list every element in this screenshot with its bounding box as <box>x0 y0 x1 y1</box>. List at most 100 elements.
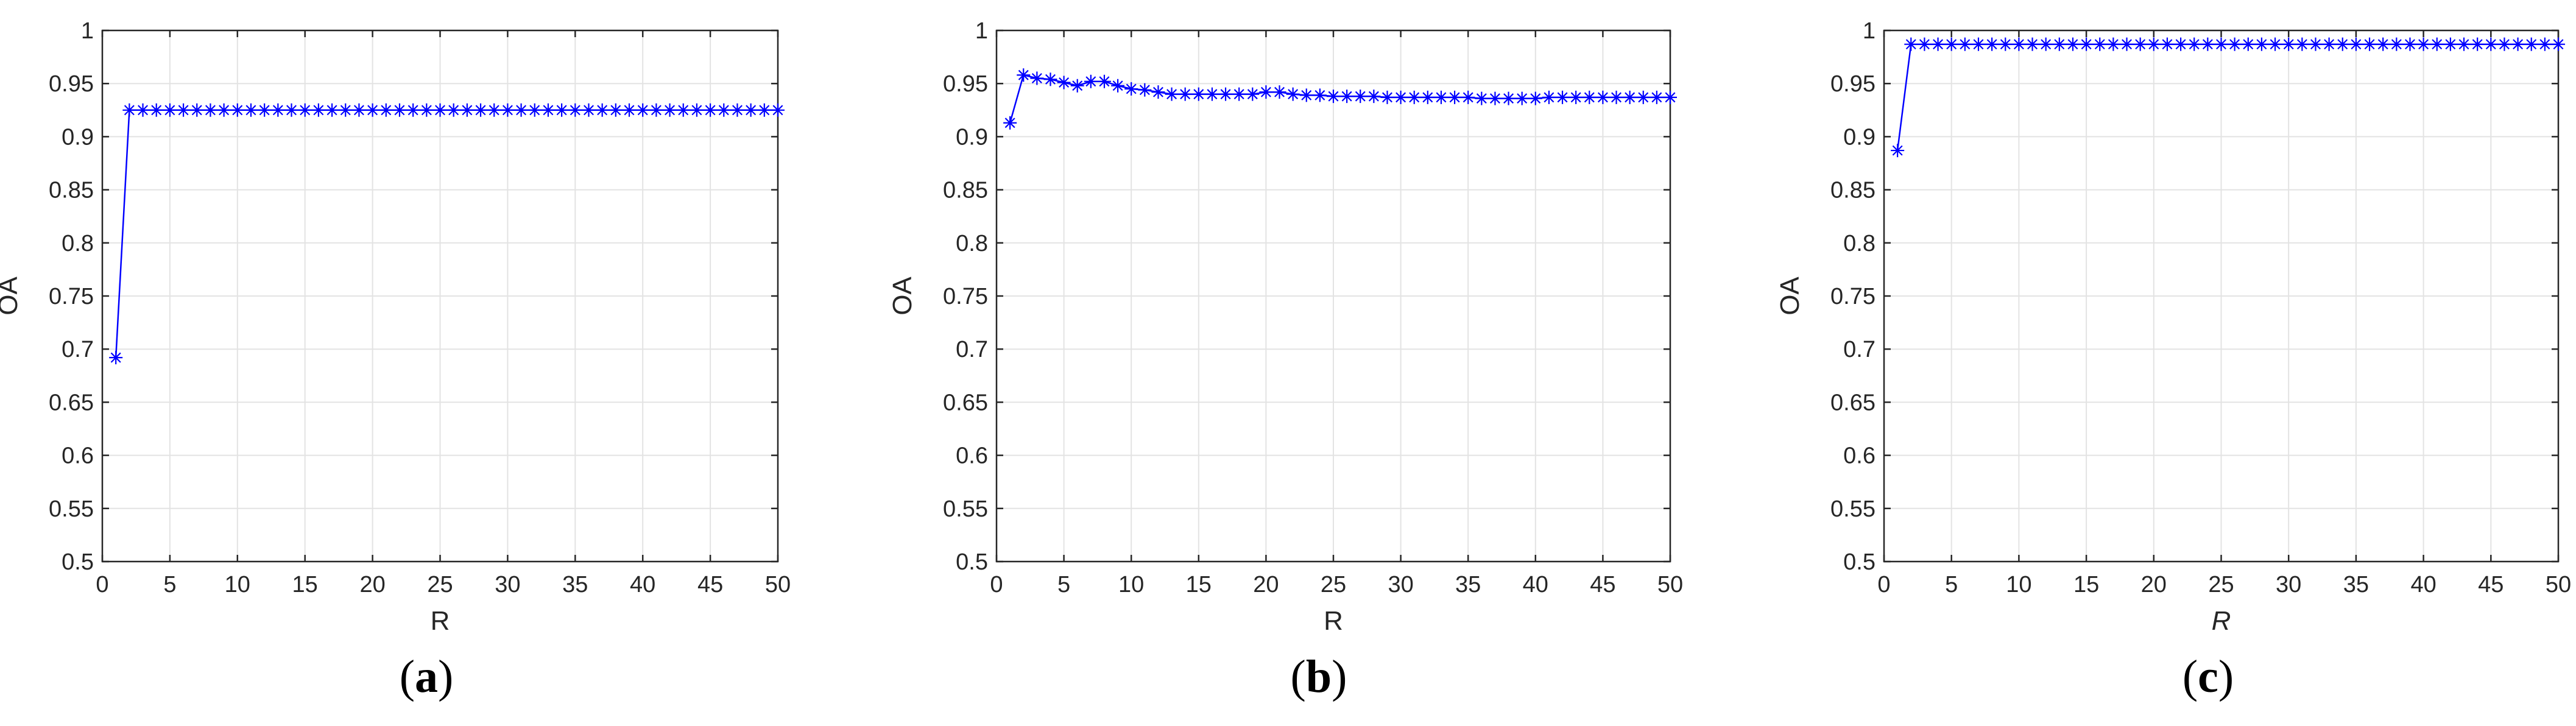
data-point <box>2133 37 2147 51</box>
data-point <box>568 103 582 117</box>
data-point <box>1918 37 1932 51</box>
x-tick-label: 50 <box>765 572 791 597</box>
y-tick-label: 0.5 <box>956 549 988 575</box>
x-tick-label: 45 <box>2478 572 2504 597</box>
data-point <box>1380 90 1394 104</box>
data-point <box>2457 37 2471 51</box>
y-tick-label: 0.85 <box>49 178 94 203</box>
x-tick-label: 15 <box>1186 572 1212 597</box>
data-point <box>474 103 488 117</box>
data-point <box>1340 90 1354 104</box>
data-point <box>1353 90 1367 104</box>
data-point <box>1272 85 1286 99</box>
x-tick-label: 20 <box>359 572 385 597</box>
data-point <box>163 103 177 117</box>
data-point <box>1246 87 1260 101</box>
y-axis-label: OA <box>887 277 917 315</box>
data-point <box>744 103 758 117</box>
x-axis-label: R <box>1324 606 1343 636</box>
y-tick-label: 0.55 <box>49 496 94 522</box>
data-point <box>2295 37 2309 51</box>
data-point <box>1434 90 1448 104</box>
data-point <box>392 103 406 117</box>
data-point <box>1556 90 1570 104</box>
y-tick-label: 0.5 <box>62 549 94 575</box>
data-point <box>2309 37 2323 51</box>
data-point <box>325 103 339 117</box>
data-point <box>1327 90 1340 104</box>
data-point <box>2254 37 2268 51</box>
data-point <box>2552 37 2565 51</box>
data-point <box>487 103 501 117</box>
data-point <box>1664 90 1677 104</box>
data-point <box>2201 37 2215 51</box>
data-point <box>446 103 461 117</box>
data-point <box>2443 37 2457 51</box>
data-point <box>1232 87 1246 101</box>
y-tick-label: 0.85 <box>943 178 988 203</box>
data-point <box>365 103 379 117</box>
y-tick-label: 0.95 <box>49 71 94 97</box>
data-point <box>514 103 528 117</box>
data-point <box>2093 37 2107 51</box>
data-point <box>1165 87 1179 101</box>
y-tick-label: 0.6 <box>1843 443 1876 469</box>
x-tick-label: 5 <box>1945 572 1958 597</box>
chart-panel-b: 0 5 10 15 20 25 30 35 40 45 50 0.5 0.55 0.6 0.65 0.7 0.7… <box>887 18 1683 636</box>
data-point <box>1057 76 1071 90</box>
x-tick-label: 0 <box>96 572 108 597</box>
data-point <box>2052 37 2066 51</box>
data-point <box>1070 79 1084 93</box>
y-tick-label: 0.9 <box>62 124 94 150</box>
data-point <box>1043 72 1057 86</box>
y-tick-label: 0.6 <box>956 443 988 469</box>
data-point <box>1985 37 1999 51</box>
data-point <box>1583 90 1597 104</box>
y-tick-label: 0.65 <box>1830 390 1876 415</box>
data-point <box>1205 87 1219 101</box>
x-axis-label: R <box>2212 606 2231 636</box>
data-point <box>676 103 690 117</box>
y-tick-label: 1 <box>1863 18 1876 44</box>
x-axis-label: R <box>431 606 450 636</box>
data-point <box>636 103 650 117</box>
y-tick-label: 0.55 <box>943 496 988 522</box>
data-point <box>298 103 312 117</box>
data-point <box>1636 90 1650 104</box>
data-point <box>1084 74 1098 88</box>
data-point <box>771 103 785 117</box>
data-point <box>1542 90 1556 104</box>
data-point <box>2511 37 2525 51</box>
data-point <box>2012 37 2026 51</box>
data-point <box>2187 37 2201 51</box>
data-point <box>244 103 258 117</box>
x-tick-label: 35 <box>1455 572 1481 597</box>
data-point <box>1124 82 1138 96</box>
data-point <box>528 103 542 117</box>
y-tick-label: 1 <box>81 18 94 44</box>
data-point <box>757 103 771 117</box>
data-point <box>1569 90 1583 104</box>
y-tick-label: 0.75 <box>943 284 988 309</box>
data-point <box>2066 37 2080 51</box>
data-point <box>271 103 285 117</box>
data-point <box>1151 85 1165 99</box>
series-line <box>1009 74 1670 124</box>
data-point <box>2484 37 2498 51</box>
y-tick-label: 0.95 <box>1830 71 1876 97</box>
data-point <box>1623 90 1637 104</box>
chart-panel-a: 0 5 10 15 20 25 30 35 40 45 50 0.5 0.55 0.6 0.65 0.7 0.7… <box>0 18 791 636</box>
data-point <box>1904 37 1918 51</box>
data-point <box>1367 90 1381 104</box>
data-point <box>1958 37 1972 51</box>
y-tick-label: 0.7 <box>62 337 94 362</box>
x-tick-label: 5 <box>163 572 176 597</box>
data-point <box>730 103 744 117</box>
data-point <box>203 103 217 117</box>
y-tick-label: 0.55 <box>1830 496 1876 522</box>
data-point <box>1448 90 1462 104</box>
data-point <box>2120 37 2134 51</box>
y-tick-label: 0.7 <box>1843 337 1876 362</box>
